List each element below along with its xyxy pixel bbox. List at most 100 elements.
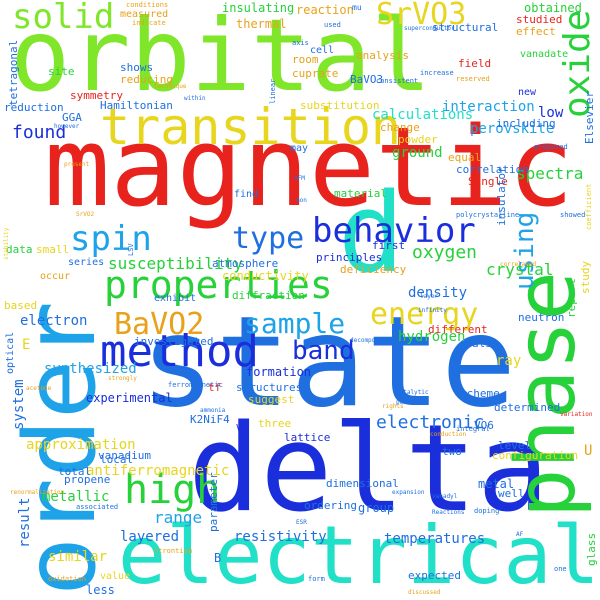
word-v4: V4: [236, 423, 249, 434]
word-gga: GGA: [62, 111, 82, 124]
word-technique: technique: [154, 83, 187, 90]
word-suggest: suggest: [248, 393, 295, 406]
word-sample: sample: [244, 307, 346, 340]
word-behavior: behavior: [312, 211, 476, 251]
word-tetragonal: tetragonal: [7, 39, 20, 106]
word-properties: properties: [104, 263, 333, 307]
word-electrical: electrical: [118, 509, 600, 600]
word-electronic: electronic: [376, 412, 485, 433]
word-k2nif4: K2NiF4: [190, 413, 230, 426]
word-result: result: [17, 497, 33, 548]
word-correlation: correlation: [456, 163, 529, 176]
word-present: present: [64, 161, 90, 168]
word-axis: axis: [292, 39, 309, 47]
word-reduction: reduction: [4, 101, 64, 114]
word-ground: ground: [392, 145, 443, 161]
word-find: find: [234, 189, 259, 200]
word-however: however: [54, 123, 80, 130]
word-spin: spin: [70, 219, 152, 259]
word-principles: principles: [316, 251, 383, 264]
word-rights: rights: [382, 403, 404, 410]
word-susceptibility: susceptibility: [108, 254, 243, 273]
word-afm: AFM: [294, 175, 305, 182]
word-correlated: correlated: [500, 261, 537, 268]
word-may: may: [290, 143, 309, 154]
word-scheme: scheme: [460, 387, 500, 400]
word-similar: similar: [48, 549, 108, 565]
word-optical: optical: [5, 331, 16, 374]
word-linear: linear: [269, 78, 277, 104]
word-band: band: [292, 336, 355, 366]
word-associated: associated: [76, 503, 119, 511]
word-shows: shows: [120, 61, 154, 74]
word-hydrogen: hydrogen: [398, 329, 466, 345]
word-integral: integral: [456, 425, 490, 433]
word-vanadate: vanadate: [520, 49, 569, 60]
word-density: density: [408, 285, 468, 301]
word-decomposition: decomposition: [350, 337, 397, 344]
word-vanadium: vanadium: [98, 449, 151, 462]
word-low: low: [538, 105, 564, 121]
word-system: system: [11, 379, 27, 430]
word-tf: tf: [208, 381, 222, 394]
word-layered: layered: [120, 529, 180, 545]
word-method: method: [100, 326, 259, 377]
word-level: level: [498, 439, 532, 452]
word-neutron: neutron: [518, 311, 565, 324]
word-superconductor: superconductor: [404, 25, 455, 32]
word-small: small: [36, 243, 70, 256]
word-synthesized: synthesized: [44, 361, 137, 377]
word-symmetry: symmetry: [70, 89, 123, 102]
word-form: form: [308, 575, 325, 583]
word-investigated: investigated: [134, 335, 214, 348]
word-well: well: [498, 487, 525, 500]
word-metallic: metallic: [42, 489, 110, 505]
word-variation: variation: [560, 411, 593, 418]
word-less: less: [86, 583, 115, 597]
word-glass: glass: [585, 532, 598, 566]
word-single: Single: [468, 175, 508, 188]
word-indicate: indicate: [132, 19, 166, 27]
word-strongly: strongly: [108, 375, 137, 382]
word-bavo2: BaVO2: [114, 307, 205, 342]
word-group: group: [358, 501, 395, 515]
word-calculations: calculations: [372, 107, 474, 123]
word-spectra: spectra: [516, 164, 584, 183]
word-vo6: VO6: [474, 419, 494, 432]
word-ray: ray: [496, 353, 522, 369]
word-occur: occur: [40, 271, 71, 282]
word-high: high: [124, 467, 221, 513]
word-powder: powder: [398, 133, 438, 146]
word-antiferromagnetic: antiferromagnetic: [86, 463, 230, 479]
word-value: value: [100, 571, 131, 582]
word-type: type: [232, 221, 305, 256]
word-including: including: [496, 117, 556, 130]
word-conductivity: conductivity: [222, 269, 309, 283]
word-perovskite: perovskite: [470, 121, 555, 137]
word-oxygen: oxygen: [412, 242, 478, 263]
word-d: d: [338, 169, 405, 297]
word-srvo3: SrVO3: [376, 0, 467, 32]
word-formation: formation: [246, 365, 312, 379]
word-u: U: [584, 443, 593, 459]
word-resistivity: resistivity: [234, 529, 327, 545]
word-layer: layer: [420, 293, 439, 300]
word-change: change: [380, 121, 420, 134]
word-electron: electron: [20, 313, 88, 329]
word-insulating: insulating: [222, 1, 295, 15]
word-propene: propene: [64, 473, 111, 486]
word-srvo2: SrVO2: [76, 211, 95, 218]
word-show: showed: [560, 211, 586, 219]
word-reducing: reducing: [120, 73, 173, 86]
word-conduction: conduction: [430, 431, 467, 438]
word-parameter: parameter: [207, 472, 220, 532]
word-crystal: crystal: [486, 260, 554, 279]
word-conditions: conditions: [126, 1, 169, 9]
word-ammonia: ammonia: [200, 407, 226, 414]
word-reaction: reaction: [296, 3, 354, 17]
word-studied: studied: [516, 13, 563, 26]
word-used: used: [324, 21, 341, 29]
word-hamiltonian: Hamiltonian: [100, 99, 173, 112]
word-cell: cell: [310, 45, 335, 56]
